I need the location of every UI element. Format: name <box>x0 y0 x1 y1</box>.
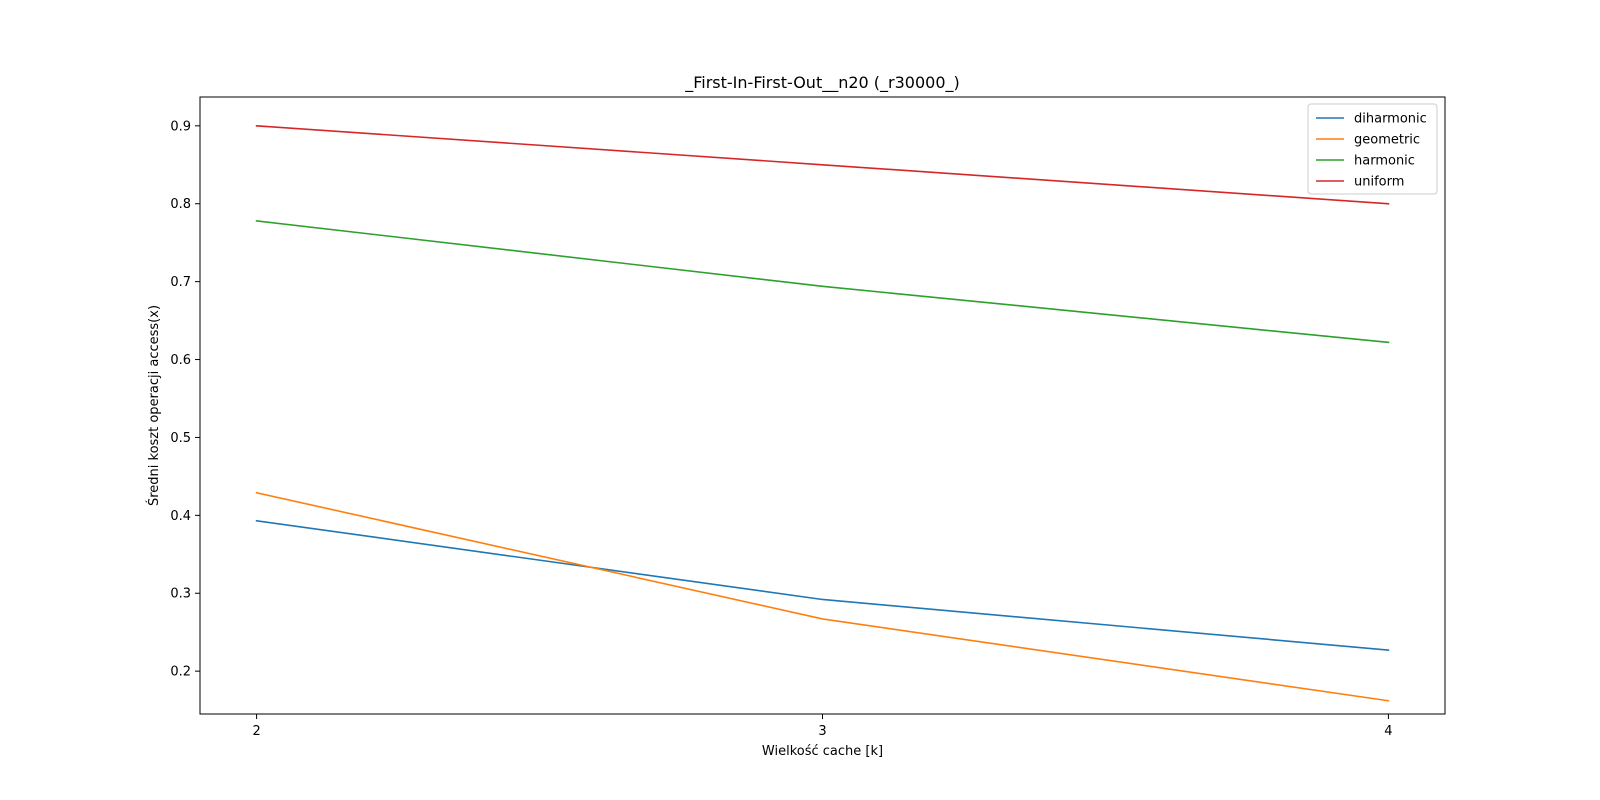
y-axis-label: Średni koszt operacji access(x) <box>146 305 162 506</box>
axes-layer: 2 3 4 0.2 0.3 0.4 0.5 0.6 0.7 0.8 0.9 <box>170 96 1446 739</box>
y-tick-label: 0.2 <box>170 665 191 680</box>
series-layer <box>255 124 1390 702</box>
x-tick-label: 3 <box>818 724 826 739</box>
legend: diharmonic geometric harmonic uniform <box>1307 103 1438 195</box>
series-line-diharmonic <box>255 519 1390 651</box>
legend-label-geometric: geometric <box>1354 133 1420 148</box>
y-tick-label: 0.5 <box>170 431 191 446</box>
chart-title: _First-In-First-Out__n20 (_r30000_) <box>684 73 960 93</box>
legend-label-uniform: uniform <box>1354 175 1404 190</box>
x-tick-label: 2 <box>252 724 260 739</box>
y-tick-label: 0.4 <box>170 509 191 524</box>
y-tick-label: 0.8 <box>170 197 191 212</box>
y-tick-label: 0.7 <box>170 275 191 290</box>
y-tick-label: 0.6 <box>170 353 191 368</box>
legend-box <box>1307 103 1438 195</box>
x-tick-label: 4 <box>1384 724 1392 739</box>
series-line-harmonic <box>255 219 1390 344</box>
y-tick-label: 0.3 <box>170 587 191 602</box>
series-line-uniform <box>255 124 1390 205</box>
y-tick-label: 0.9 <box>170 119 191 134</box>
legend-label-harmonic: harmonic <box>1354 154 1415 169</box>
x-axis-label: Wielkość cache [k] <box>762 744 883 759</box>
series-line-geometric <box>255 491 1390 702</box>
legend-label-diharmonic: diharmonic <box>1354 112 1427 127</box>
